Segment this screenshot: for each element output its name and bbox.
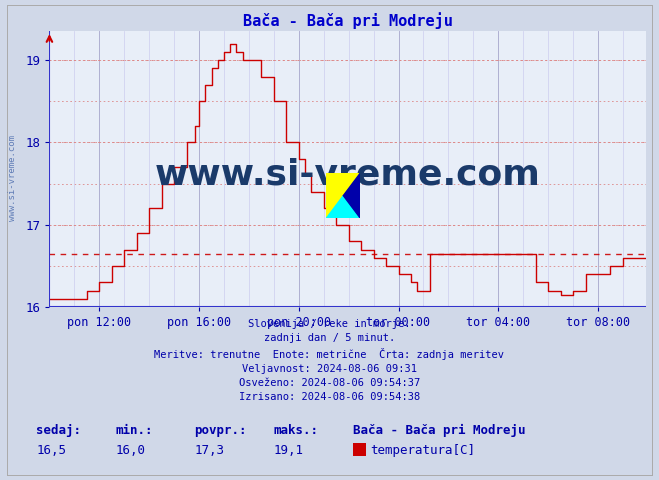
Text: www.si-vreme.com: www.si-vreme.com (155, 158, 540, 192)
Text: 19,1: 19,1 (273, 444, 304, 456)
Text: 16,0: 16,0 (115, 444, 146, 456)
Text: 17,3: 17,3 (194, 444, 225, 456)
Polygon shape (343, 173, 360, 218)
Text: www.si-vreme.com: www.si-vreme.com (8, 134, 17, 221)
Text: Slovenija / reke in morje.
zadnji dan / 5 minut.
Meritve: trenutne  Enote: metri: Slovenija / reke in morje. zadnji dan / … (154, 319, 505, 402)
Text: sedaj:: sedaj: (36, 424, 81, 437)
Text: Bača - Bača pri Modreju: Bača - Bača pri Modreju (353, 424, 525, 437)
Polygon shape (326, 196, 360, 218)
Polygon shape (326, 173, 360, 218)
Text: temperatura[C]: temperatura[C] (370, 444, 475, 456)
Text: maks.:: maks.: (273, 424, 318, 437)
Text: povpr.:: povpr.: (194, 424, 247, 437)
Text: min.:: min.: (115, 424, 153, 437)
Title: Bača - Bača pri Modreju: Bača - Bača pri Modreju (243, 12, 453, 29)
Text: 16,5: 16,5 (36, 444, 67, 456)
